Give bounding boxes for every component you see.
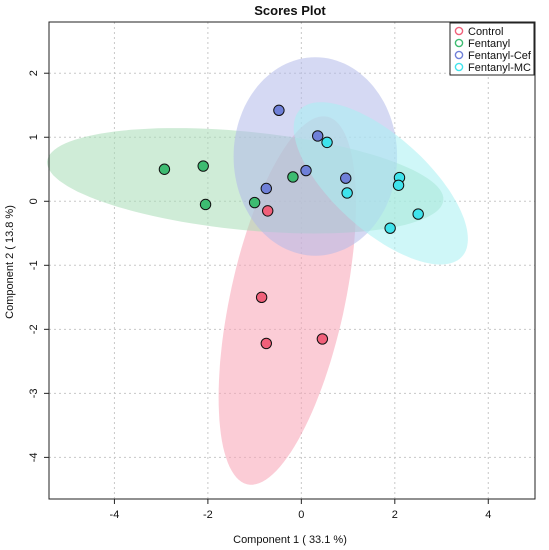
legend-label: Control <box>468 26 503 38</box>
legend-label: Fentanyl-Cef <box>468 50 532 62</box>
point-fentanyl-cef <box>273 104 285 117</box>
point-fentanyl <box>158 163 171 175</box>
point-fentanyl-mc <box>341 187 353 199</box>
point-fentanyl <box>199 198 212 211</box>
score-points <box>158 104 424 350</box>
point-fentanyl-mc <box>392 179 405 191</box>
point-fentanyl <box>197 160 209 172</box>
point-fentanyl-cef <box>312 130 324 142</box>
point-control <box>262 205 274 217</box>
confidence-ellipses <box>47 57 468 485</box>
legend-marker <box>454 38 464 48</box>
x-tick-label: -2 <box>203 509 213 521</box>
chart-title: Scores Plot <box>254 3 326 18</box>
point-fentanyl-mc <box>412 208 424 220</box>
ellipse-fentanyl-mc <box>293 102 468 265</box>
legend-box <box>449 22 535 76</box>
x-tick-label: 4 <box>485 509 491 521</box>
point-fentanyl-cef <box>300 164 312 177</box>
x-axis-title: Component 1 ( 33.1 %) <box>233 534 347 546</box>
x-tick-label: -4 <box>110 509 120 521</box>
y-tick-label: 1 <box>28 134 40 140</box>
legend-label: Fentanyl-MC <box>468 62 531 74</box>
point-control <box>260 337 272 350</box>
x-tick-label: 0 <box>298 509 304 521</box>
legend-marker <box>454 26 464 36</box>
point-fentanyl-cef <box>340 172 352 184</box>
point-control <box>316 333 329 345</box>
legend-marker <box>454 50 464 60</box>
y-tick-label: -4 <box>28 452 40 462</box>
point-fentanyl <box>287 171 299 183</box>
x-tick-label: 2 <box>392 509 398 521</box>
point-fentanyl-cef <box>260 182 272 195</box>
plot-frame <box>48 21 536 500</box>
y-tick-label: -2 <box>28 324 40 334</box>
y-axis-title: Component 2 ( 13.8 %) <box>4 205 16 319</box>
legend-marker <box>454 62 464 72</box>
legend-label: Fentanyl <box>468 38 510 50</box>
y-tick-label: 0 <box>28 198 40 204</box>
point-fentanyl-mc <box>321 136 333 149</box>
axes-layer: -4 -2 0 2 4 2 1 0 -1 -2 -3 -4 <box>28 21 536 521</box>
y-tick-label: 2 <box>28 70 40 76</box>
point-control <box>255 291 268 304</box>
y-tick-label: -3 <box>28 388 40 398</box>
point-fentanyl <box>248 196 261 209</box>
point-fentanyl-mc <box>384 222 396 234</box>
y-tick-label: -1 <box>28 260 40 270</box>
